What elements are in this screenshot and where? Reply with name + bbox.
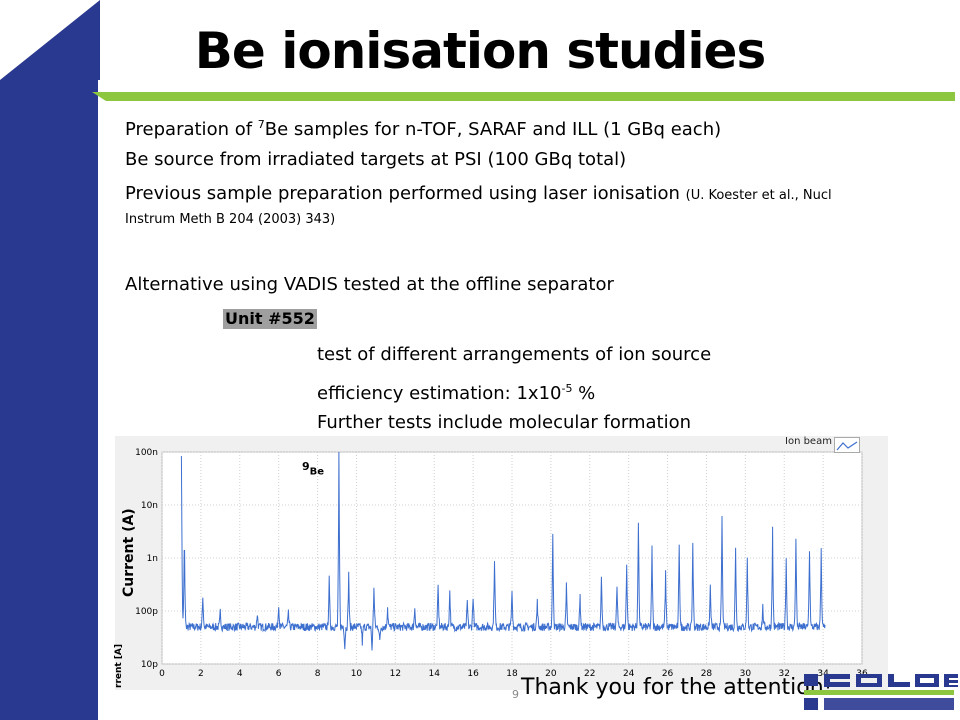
y-tick-label: 1n — [147, 554, 158, 564]
x-tick-label: 0 — [159, 669, 165, 679]
ion-beam-series-line — [180, 451, 826, 651]
be9-annotation: 9Be — [302, 460, 325, 478]
thank-you-text: Thank you for the attention! — [521, 675, 833, 700]
x-tick-label: 22 — [584, 669, 595, 679]
y-axis-title: Current (A) — [121, 508, 137, 597]
sub-bullet-efficiency: efficiency estimation: 1x10-5 % — [317, 382, 596, 404]
x-tick-label: 32 — [778, 669, 789, 679]
x-tick-label: 28 — [701, 669, 713, 679]
y-tick-label: 100n — [135, 448, 158, 458]
bullet-previous: Previous sample preparation performed us… — [125, 183, 832, 227]
bullet-alternative: Alternative using VADIS tested at the of… — [125, 274, 614, 295]
x-tick-label: 8 — [315, 669, 321, 679]
sub-bullet-arrangements: test of different arrangements of ion so… — [317, 344, 712, 365]
page-number: 9 — [512, 688, 519, 701]
x-tick-label: 18 — [506, 669, 518, 679]
title-underline — [92, 92, 955, 101]
y-tick-label: 10n — [141, 501, 158, 511]
y-axis-secondary-label: rrent [A] — [114, 643, 124, 688]
x-tick-label: 6 — [276, 669, 282, 679]
x-tick-label: 4 — [237, 669, 243, 679]
y-tick-label: 10p — [141, 660, 158, 670]
isolde-logo — [804, 674, 958, 710]
x-tick-label: 26 — [662, 669, 674, 679]
x-tick-label: 24 — [623, 669, 635, 679]
unit-label: Unit #552 — [223, 309, 317, 329]
x-tick-label: 34 — [817, 669, 829, 679]
bullet-preparation: Preparation of 7Be samples for n-TOF, SA… — [125, 118, 722, 140]
x-tick-label: 20 — [545, 669, 557, 679]
x-tick-label: 2 — [198, 669, 204, 679]
x-tick-label: 30 — [740, 669, 752, 679]
slide-title: Be ionisation studies — [194, 22, 766, 80]
y-tick-label: 100p — [135, 607, 158, 617]
x-tick-label: 14 — [428, 669, 440, 679]
legend-label: Ion beam — [785, 436, 832, 447]
bullet-source: Be source from irradiated targets at PSI… — [125, 149, 627, 170]
sub-bullet-further: Further tests include molecular formatio… — [317, 412, 692, 433]
legend-swatch — [834, 437, 860, 453]
x-tick-label: 16 — [467, 669, 479, 679]
corner-decoration — [0, 0, 100, 80]
x-tick-label: 12 — [390, 669, 401, 679]
x-tick-label: 10 — [351, 669, 363, 679]
left-accent-bar — [0, 80, 98, 720]
